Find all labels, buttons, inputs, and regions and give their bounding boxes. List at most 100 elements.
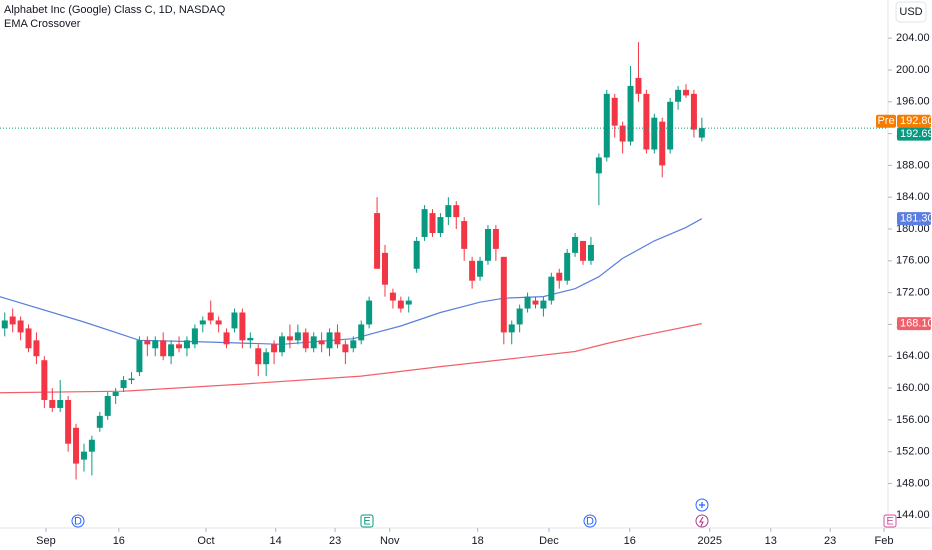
candle-body [429, 213, 436, 233]
y-tick-label: 196.00 [896, 96, 930, 108]
candle-body [358, 324, 365, 341]
candle-body [263, 352, 270, 365]
candle-body [1, 320, 8, 329]
candle-body [183, 340, 190, 349]
x-tick-label: Oct [197, 535, 214, 547]
candle-body [556, 272, 563, 281]
x-tick-label: 23 [329, 535, 341, 547]
y-tick-label: 152.00 [896, 446, 930, 458]
candle-body [191, 328, 198, 345]
candle-body [397, 300, 404, 309]
candle-body [627, 85, 634, 142]
candle-body [294, 332, 301, 341]
candle-body [326, 332, 333, 349]
candle-body [580, 240, 587, 261]
candle-body [176, 344, 183, 349]
candle-body [698, 128, 705, 138]
candle-body [65, 399, 72, 444]
y-tick-label: 184.00 [896, 191, 930, 203]
candle-body [500, 256, 507, 333]
candle-body [199, 320, 206, 325]
candle-body [136, 340, 143, 373]
y-tick-label: 148.00 [896, 477, 930, 489]
candle-body [49, 399, 56, 408]
y-tick-label: 204.00 [896, 32, 930, 44]
candle-body [17, 320, 24, 333]
candle-body [690, 93, 697, 130]
candle-body [302, 332, 309, 349]
candle-body [508, 324, 515, 333]
pre-badge-label: Pre [877, 115, 894, 127]
x-tick-label: 23 [824, 535, 836, 547]
event-label: E [886, 515, 893, 527]
candle-body [255, 348, 262, 365]
candle-body [532, 300, 539, 305]
x-tick-label: Dec [539, 535, 559, 547]
candle-body [667, 101, 674, 150]
candle-body [223, 332, 230, 345]
event-icon [883, 514, 897, 528]
candle-body [477, 260, 484, 277]
price-tag [897, 114, 931, 128]
candle-body [350, 340, 357, 349]
candle-body [683, 89, 690, 96]
candle-body [659, 121, 666, 166]
event-icon [695, 514, 709, 528]
x-tick-label: Sep [36, 535, 56, 547]
y-tick-label: 180.00 [896, 223, 930, 235]
ema-tag [897, 212, 931, 226]
candle-body [286, 336, 293, 341]
candle-body [421, 209, 428, 237]
candle-body [635, 77, 642, 94]
candle-body [564, 252, 571, 281]
currency-label[interactable]: USD [899, 6, 922, 18]
candle-body [453, 205, 460, 218]
candle-body [80, 451, 87, 460]
price-tag [897, 127, 931, 141]
candle-body [120, 380, 127, 389]
price-tag-label: 192.80 [900, 115, 932, 127]
candle-body [374, 213, 381, 269]
candle-body [160, 340, 167, 357]
candle-body [366, 300, 373, 325]
event-icon [583, 514, 597, 528]
candle-body [334, 332, 341, 345]
candle-body [595, 157, 602, 174]
candle-body [651, 117, 658, 150]
ema-line [0, 218, 703, 345]
candle-body [587, 244, 594, 261]
x-tick-label: Feb [875, 535, 894, 547]
candle-body [207, 312, 214, 321]
candle-body [516, 308, 523, 325]
candle-body [215, 320, 222, 325]
candle-body [675, 89, 682, 102]
ema-tag-label: 168.10 [900, 318, 932, 330]
candle-body [548, 276, 555, 301]
candle-body [611, 97, 618, 126]
currency-button[interactable] [895, 1, 927, 23]
y-tick-label: 188.00 [896, 159, 930, 171]
ema-line [0, 323, 702, 394]
candle-body [33, 340, 40, 357]
candle-body [239, 312, 246, 341]
candle-body [572, 236, 579, 253]
y-tick-label: 144.00 [896, 509, 930, 521]
y-tick-label: 172.00 [896, 287, 930, 299]
candle-body [445, 205, 452, 218]
event-icon [71, 514, 85, 528]
x-tick-label: 14 [270, 535, 282, 547]
event-label: D [74, 515, 82, 527]
event-label: D [586, 515, 594, 527]
x-tick-label: 13 [765, 535, 777, 547]
y-tick-label: 156.00 [896, 414, 930, 426]
candle-body [25, 328, 32, 349]
candle-body [405, 300, 412, 305]
candle-body [247, 337, 254, 341]
x-tick-label: Nov [380, 535, 400, 547]
candle-body [437, 217, 444, 233]
event-label: E [363, 515, 370, 527]
candle-body [96, 415, 103, 428]
candle-body [484, 229, 491, 261]
candle-body [492, 229, 499, 249]
